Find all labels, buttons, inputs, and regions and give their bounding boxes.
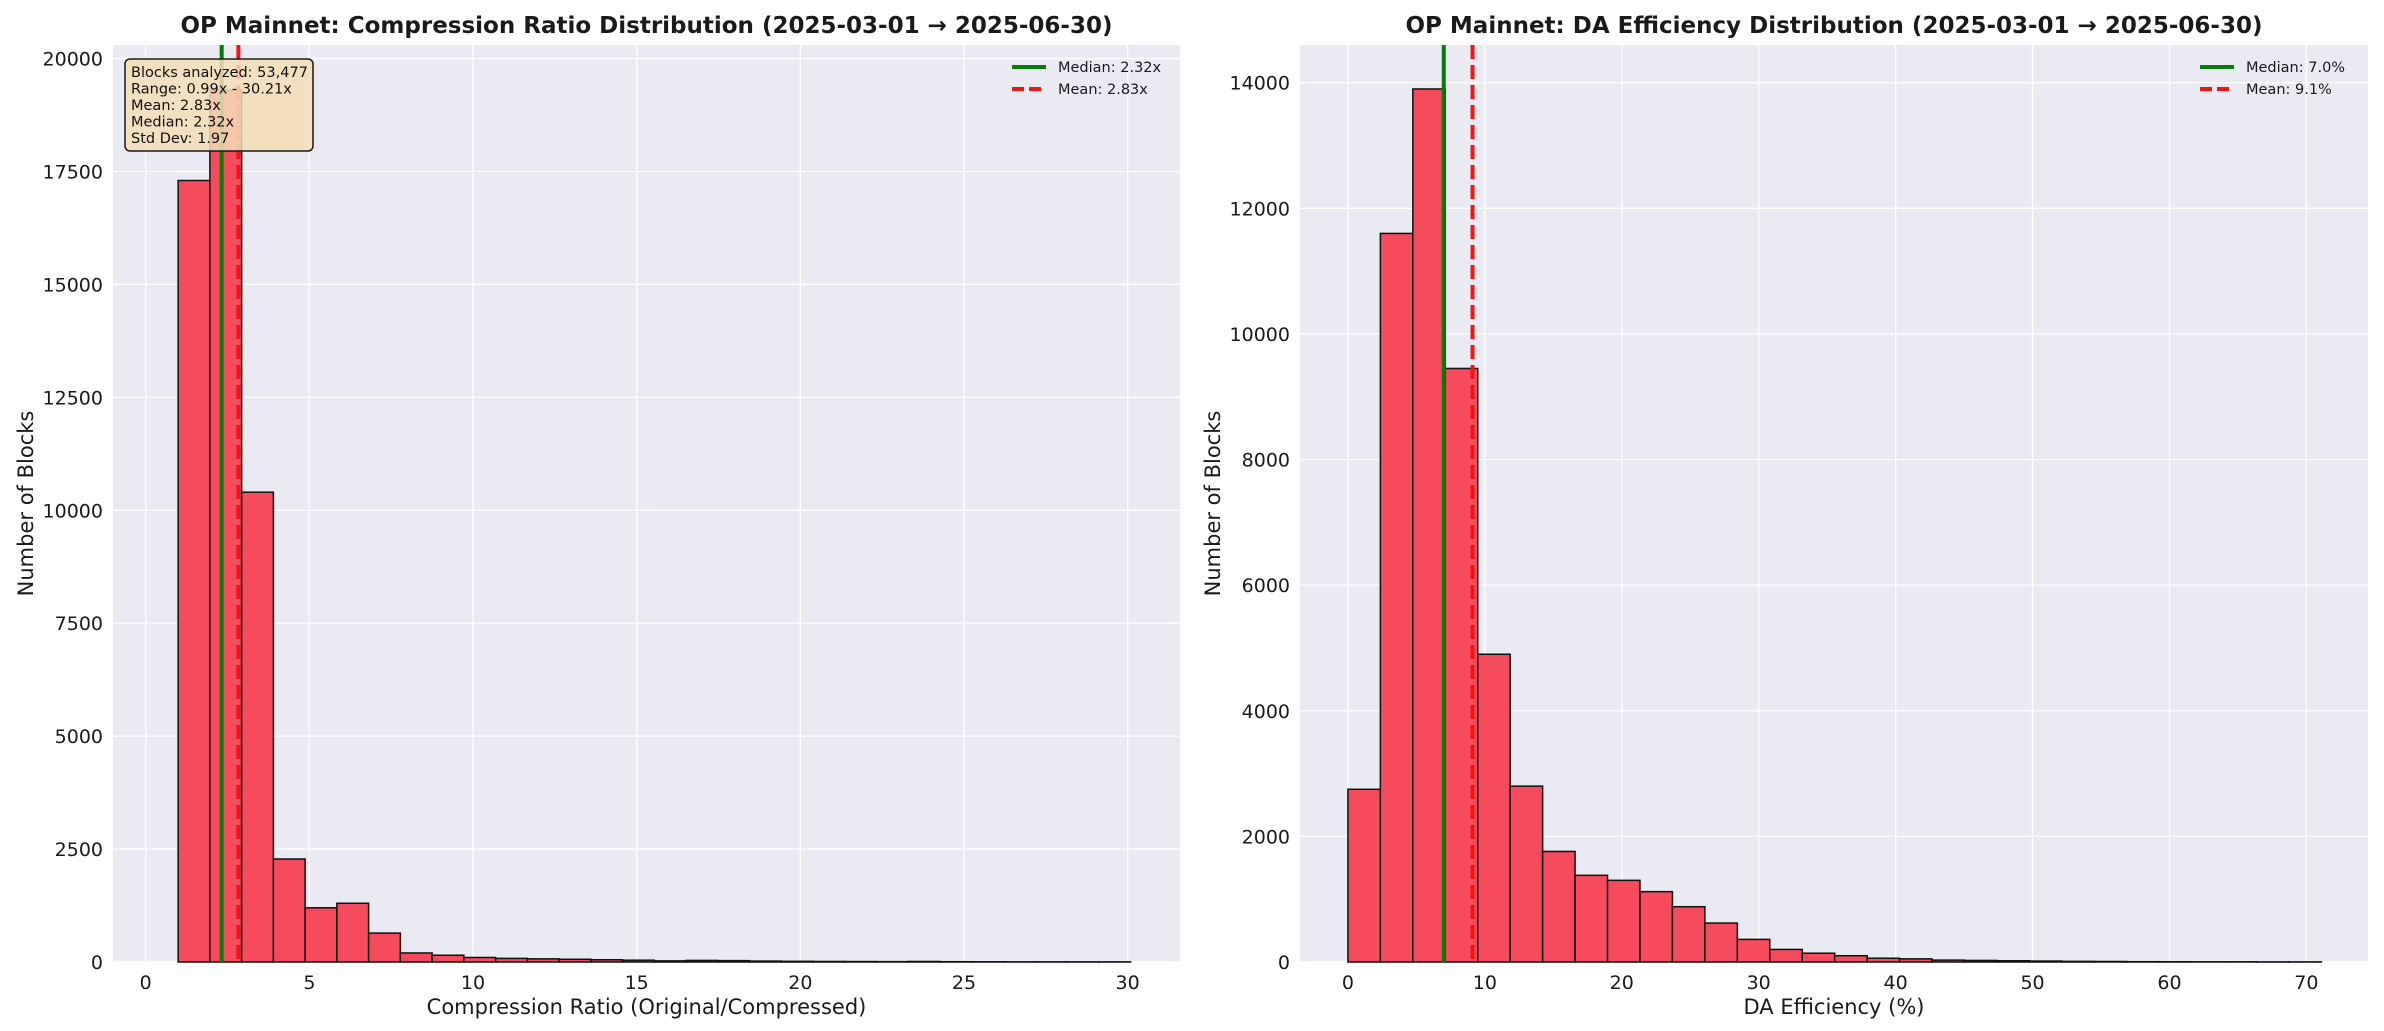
histogram-bar — [1476, 653, 1511, 963]
stats-line: Median: 2.32x — [131, 115, 235, 131]
x-tick-label: 0 — [140, 972, 152, 994]
y-tick-label: 2500 — [55, 839, 103, 861]
x-tick-label: 70 — [2294, 972, 2318, 994]
stats-line: Std Dev: 1.97 — [131, 131, 229, 147]
plot-area — [113, 45, 1180, 962]
x-tick-label: 40 — [1884, 972, 1908, 994]
x-tick-label: 30 — [1747, 972, 1771, 994]
legend-entry: Median: 2.32x — [1058, 60, 1162, 76]
histogram-bar — [1866, 957, 1901, 963]
histogram-bar — [431, 954, 465, 963]
histogram-bar — [177, 179, 211, 963]
histogram-bar — [1996, 959, 2031, 963]
stats-box — [124, 58, 314, 152]
x-tick-label: 10 — [461, 972, 485, 994]
x-tick-label: 20 — [1610, 972, 1634, 994]
x-tick-label: 10 — [1473, 972, 1497, 994]
x-tick-label: 15 — [625, 972, 649, 994]
legend-entry: Median: 7.0% — [2246, 60, 2345, 76]
x-tick-label: 5 — [303, 972, 315, 994]
y-tick-label: 0 — [1278, 952, 1290, 974]
y-tick-label: 14000 — [1230, 73, 1290, 95]
histogram-bar — [1574, 874, 1609, 963]
y-tick-label: 15000 — [43, 274, 103, 296]
compression-ratio-panel: 0 5 10 15 20 25 30 0 2500 5000 7500 10000 12500 15000… — [14, 13, 1180, 1019]
histogram-bar — [1639, 890, 1674, 963]
y-axis-label: Number of Blocks — [1201, 411, 1225, 597]
histogram-bar — [653, 960, 687, 963]
histogram-bar — [463, 956, 497, 963]
y-tick-label: 6000 — [1242, 575, 1290, 597]
histogram-bar — [1931, 959, 1966, 963]
y-tick-label: 17500 — [43, 161, 103, 183]
histogram-bar — [336, 902, 370, 963]
x-tick-label: 60 — [2157, 972, 2181, 994]
x-tick-label: 30 — [1116, 972, 1140, 994]
y-tick-label: 5000 — [55, 726, 103, 748]
x-axis-label: Compression Ratio (Original/Compressed) — [427, 995, 867, 1019]
histogram-bar — [240, 491, 275, 963]
histogram-bar — [685, 959, 719, 963]
y-tick-label: 0 — [91, 952, 103, 974]
histogram-bar — [1541, 850, 1576, 963]
y-tick-label: 2000 — [1242, 826, 1290, 848]
x-tick-label: 25 — [952, 972, 976, 994]
histogram-bar — [1606, 879, 1641, 963]
histogram-bar — [1769, 948, 1803, 963]
y-tick-label: 20000 — [43, 49, 103, 71]
histogram-bar — [1736, 938, 1771, 963]
y-tick-label: 8000 — [1242, 450, 1290, 472]
histogram-bar — [2093, 960, 2128, 963]
legend-entry: Mean: 2.83x — [1058, 82, 1148, 98]
histogram-bar — [907, 960, 941, 963]
histogram-bar — [748, 960, 783, 963]
histogram-bar — [621, 959, 656, 963]
x-tick-label: 50 — [2020, 972, 2044, 994]
x-tick-label: 0 — [1342, 972, 1354, 994]
histogram-bar — [717, 959, 751, 963]
y-tick-label: 4000 — [1242, 701, 1290, 723]
y-axis-label: Number of Blocks — [14, 411, 38, 597]
histogram-bar — [1412, 88, 1447, 963]
histogram-bar — [494, 957, 529, 963]
stats-line: Blocks analyzed: 53,477 — [131, 65, 308, 81]
histogram-bar — [2061, 960, 2096, 963]
x-axis-label: DA Efficiency (%) — [1743, 995, 1924, 1019]
y-tick-label: 10000 — [1230, 324, 1290, 346]
chart-title: OP Mainnet: DA Efficiency Distribution (… — [1406, 13, 2263, 39]
histogram-bar — [367, 932, 402, 963]
da-efficiency-panel: 0 10 20 30 40 50 60 70 0 2000 4000 6000 8000 10000 120… — [1201, 13, 2368, 1019]
histogram-bar — [304, 907, 338, 963]
histogram-bar — [1671, 905, 1706, 963]
histogram-bar — [558, 958, 592, 963]
histogram-bar — [590, 958, 624, 963]
stats-line: Range: 0.99x - 30.21x — [131, 82, 292, 98]
histogram-bar — [1347, 788, 1382, 963]
legend-entry: Mean: 9.1% — [2246, 82, 2332, 98]
histogram-bar — [1801, 952, 1836, 963]
histogram-bar — [1704, 922, 1739, 963]
y-tick-label: 12500 — [43, 387, 103, 409]
x-tick-label: 20 — [788, 972, 812, 994]
y-tick-label: 10000 — [43, 500, 103, 522]
y-tick-label: 7500 — [55, 613, 103, 635]
histogram-bar — [812, 960, 846, 963]
stats-line: Mean: 2.83x — [131, 98, 221, 114]
histogram-bar — [399, 952, 433, 963]
histogram-bar — [526, 958, 560, 963]
histogram-bar — [1833, 954, 1868, 963]
histogram-bar — [1509, 785, 1544, 963]
chart-title: OP Mainnet: Compression Ratio Distributi… — [180, 13, 1112, 39]
histogram-bar — [1898, 958, 1933, 963]
histogram-bar — [1963, 959, 1998, 963]
histogram-bar — [780, 960, 814, 963]
y-tick-label: 12000 — [1230, 198, 1290, 220]
histogram-bar — [272, 858, 306, 963]
histogram-bar — [1379, 232, 1414, 963]
histogram-bar — [2028, 960, 2063, 963]
